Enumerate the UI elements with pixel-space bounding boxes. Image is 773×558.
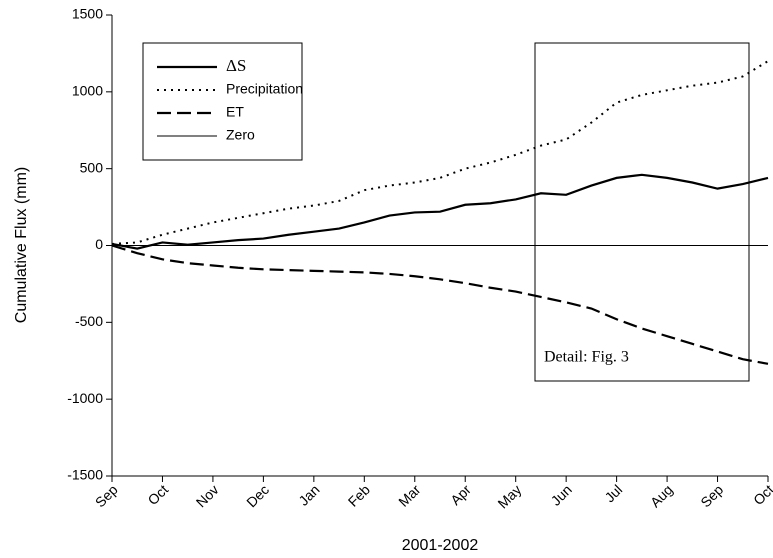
x-tick-label: Sep xyxy=(697,481,726,510)
y-tick-label: -1500 xyxy=(67,467,103,483)
x-tick-label: Dec xyxy=(243,481,272,510)
x-axis-title: 2001-2002 xyxy=(402,537,479,554)
x-tick-label: Mar xyxy=(395,481,424,510)
y-tick-label: -1000 xyxy=(67,390,103,406)
y-tick-label: 1000 xyxy=(72,83,103,99)
x-tick-label: Sep xyxy=(92,481,121,510)
legend-label: ΔS xyxy=(226,56,246,75)
series-line xyxy=(111,60,769,245)
legend-label: Precipitation xyxy=(226,81,303,97)
y-tick-label: 1500 xyxy=(72,6,103,22)
x-tick-label: Jul xyxy=(601,481,625,505)
legend-label: ET xyxy=(226,104,244,120)
x-tick-label: Oct xyxy=(750,481,773,508)
y-axis-title: Cumulative Flux (mm) xyxy=(13,167,30,323)
legend-box xyxy=(142,42,303,161)
x-tick-label: Nov xyxy=(193,481,222,510)
y-tick-label: 0 xyxy=(95,236,103,252)
series-line xyxy=(111,244,769,365)
x-tick-label: May xyxy=(494,481,524,511)
annotation: Detail: Fig. 3 xyxy=(544,349,629,366)
y-tick-label: -500 xyxy=(75,313,103,329)
x-tick-label: Oct xyxy=(144,481,171,508)
x-tick-label: Jun xyxy=(548,481,575,508)
x-tick-label: Feb xyxy=(345,481,374,510)
series-line xyxy=(111,173,769,250)
detail-box xyxy=(534,42,750,382)
legend-label: Zero xyxy=(226,127,255,143)
y-tick-label: 500 xyxy=(80,159,104,175)
x-tick-label: Aug xyxy=(647,481,676,510)
x-tick-label: Jan xyxy=(295,481,322,508)
x-tick-label: Apr xyxy=(447,481,474,508)
